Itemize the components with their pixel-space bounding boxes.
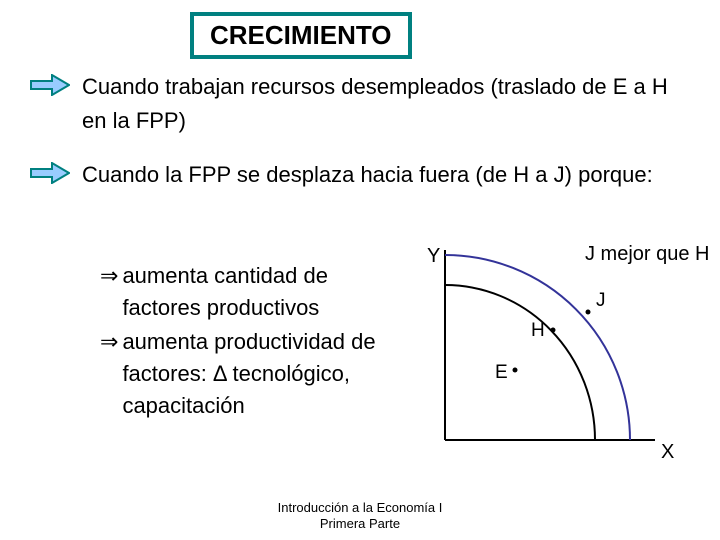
double-arrow-icon: ⇒ xyxy=(100,260,118,292)
sub-bullet-text-1: aumenta cantidad de factores productivos xyxy=(122,260,410,324)
footer: Introducción a la Economía I Primera Par… xyxy=(0,500,720,533)
arrow-bullet-icon xyxy=(30,162,70,184)
svg-text:J mejor que H: J mejor que H xyxy=(585,243,710,265)
bullet-item-1: Cuando trabajan recursos desempleados (t… xyxy=(30,70,690,138)
footer-line-2: Primera Parte xyxy=(0,516,720,532)
sub-bullet-list: ⇒ aumenta cantidad de factores productiv… xyxy=(100,260,410,423)
svg-text:H: H xyxy=(531,320,545,341)
svg-text:X: X xyxy=(661,441,674,460)
footer-line-1: Introducción a la Economía I xyxy=(0,500,720,516)
sub-bullet-text-2: aumenta productividad de factores: Δ tec… xyxy=(122,326,410,422)
double-arrow-icon: ⇒ xyxy=(100,326,118,358)
arrow-bullet-icon xyxy=(30,74,70,96)
ppf-chart-svg: Y X J mejor que H E H J xyxy=(415,240,715,460)
svg-text:J: J xyxy=(596,290,606,311)
sub-bullet-1: ⇒ aumenta cantidad de factores productiv… xyxy=(100,260,410,324)
title-box: CRECIMIENTO xyxy=(190,12,412,59)
svg-text:E: E xyxy=(495,362,508,383)
bullet-text-2: Cuando la FPP se desplaza hacia fuera (d… xyxy=(82,158,653,192)
bullet-text-1: Cuando trabajan recursos desempleados (t… xyxy=(82,70,690,138)
bullet-item-2: Cuando la FPP se desplaza hacia fuera (d… xyxy=(30,158,690,192)
svg-text:Y: Y xyxy=(427,245,440,267)
title-text: CRECIMIENTO xyxy=(210,20,392,50)
sub-bullet-2: ⇒ aumenta productividad de factores: Δ t… xyxy=(100,326,410,422)
ppf-chart: Y X J mejor que H E H J xyxy=(415,240,715,460)
